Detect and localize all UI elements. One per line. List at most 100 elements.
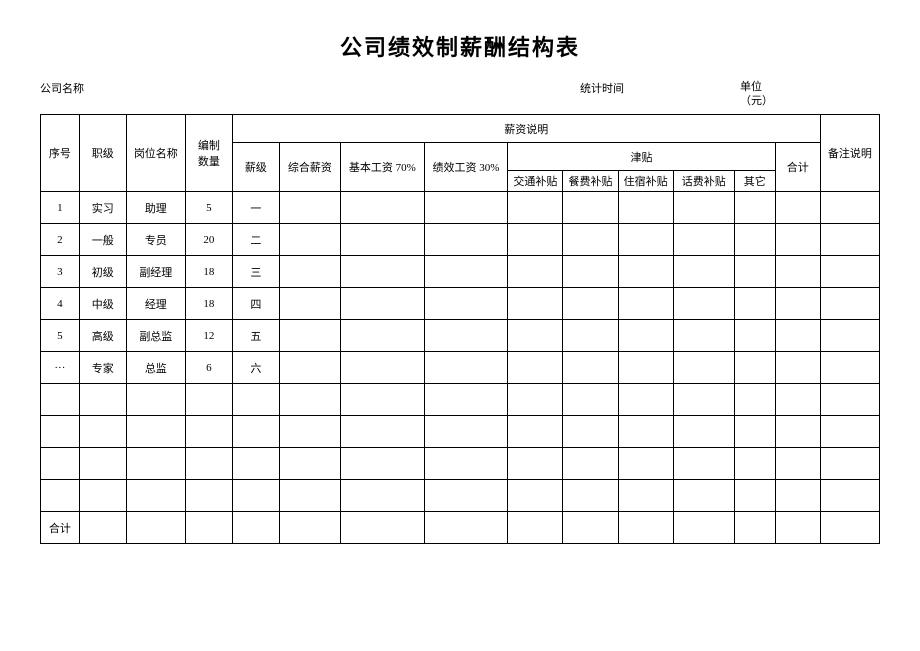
table-cell [279, 480, 340, 512]
table-cell [563, 480, 618, 512]
table-cell [734, 256, 775, 288]
table-cell [820, 512, 879, 544]
table-cell [341, 512, 425, 544]
table-cell [279, 416, 340, 448]
table-cell: 三 [232, 256, 279, 288]
table-cell: ··· [41, 352, 80, 384]
table-cell [232, 416, 279, 448]
hdr-base-salary: 基本工资 70% [341, 143, 425, 192]
table-cell: 一般 [79, 224, 126, 256]
hdr-allowance: 津贴 [508, 143, 775, 171]
table-cell [341, 480, 425, 512]
table-cell [563, 384, 618, 416]
hdr-meal: 餐费补贴 [563, 171, 618, 192]
table-cell [673, 352, 734, 384]
table-cell [775, 512, 820, 544]
hdr-comp-salary: 综合薪资 [279, 143, 340, 192]
table-cell [618, 384, 673, 416]
table-row: 4中级经理18四 [41, 288, 880, 320]
table-cell: 12 [185, 320, 232, 352]
table-cell [126, 512, 185, 544]
info-row: 公司名称 统计时间 单位 （元） [40, 80, 880, 104]
time-label: 统计时间 [580, 80, 624, 96]
table-cell [563, 288, 618, 320]
table-cell: 助理 [126, 192, 185, 224]
table-cell [41, 416, 80, 448]
table-cell [563, 192, 618, 224]
table-cell [734, 192, 775, 224]
table-cell [279, 224, 340, 256]
table-cell: 专员 [126, 224, 185, 256]
table-cell [775, 192, 820, 224]
table-cell: 20 [185, 224, 232, 256]
table-cell [618, 192, 673, 224]
table-cell [734, 288, 775, 320]
table-cell [563, 416, 618, 448]
table-cell [618, 320, 673, 352]
table-cell [508, 512, 563, 544]
table-cell [279, 512, 340, 544]
table-cell [618, 480, 673, 512]
hdr-traffic: 交通补贴 [508, 171, 563, 192]
salary-table: 序号 职级 岗位名称 编制 数量 薪资说明 备注说明 薪级 综合薪资 基本工资 … [40, 114, 880, 544]
table-cell [508, 384, 563, 416]
table-cell [618, 288, 673, 320]
table-cell [775, 416, 820, 448]
table-cell: 3 [41, 256, 80, 288]
table-cell [734, 480, 775, 512]
table-row [41, 384, 880, 416]
table-cell [341, 352, 425, 384]
table-cell [673, 320, 734, 352]
table-cell [279, 320, 340, 352]
table-cell [673, 384, 734, 416]
table-cell [185, 480, 232, 512]
table-cell [563, 352, 618, 384]
table-cell [424, 320, 508, 352]
table-cell [341, 288, 425, 320]
table-cell [341, 320, 425, 352]
table-cell [775, 288, 820, 320]
table-cell: 四 [232, 288, 279, 320]
table-cell: 高级 [79, 320, 126, 352]
hdr-position: 岗位名称 [126, 115, 185, 192]
unit-value: （元） [740, 95, 773, 107]
table-cell [734, 448, 775, 480]
table-cell [820, 384, 879, 416]
table-cell [79, 384, 126, 416]
table-cell [424, 416, 508, 448]
table-row: 3初级副经理18三 [41, 256, 880, 288]
table-cell [820, 416, 879, 448]
table-cell [126, 448, 185, 480]
table-cell [41, 384, 80, 416]
table-cell [734, 224, 775, 256]
table-cell [341, 448, 425, 480]
table-cell: 初级 [79, 256, 126, 288]
table-cell [734, 416, 775, 448]
hdr-count: 编制 数量 [185, 115, 232, 192]
table-cell [424, 512, 508, 544]
table-cell [185, 512, 232, 544]
table-cell: 六 [232, 352, 279, 384]
table-cell [618, 256, 673, 288]
table-cell [820, 192, 879, 224]
table-cell [232, 384, 279, 416]
table-cell [618, 512, 673, 544]
table-cell [508, 192, 563, 224]
table-cell: 一 [232, 192, 279, 224]
table-cell [185, 416, 232, 448]
table-cell: 中级 [79, 288, 126, 320]
hdr-total: 合计 [775, 143, 820, 192]
table-cell: 专家 [79, 352, 126, 384]
table-cell [126, 416, 185, 448]
table-cell [79, 416, 126, 448]
table-cell [341, 192, 425, 224]
table-row [41, 416, 880, 448]
table-cell [424, 352, 508, 384]
table-cell [673, 448, 734, 480]
table-cell [279, 384, 340, 416]
table-cell [734, 384, 775, 416]
table-cell [41, 448, 80, 480]
table-cell: 实习 [79, 192, 126, 224]
table-cell [279, 352, 340, 384]
table-cell [185, 384, 232, 416]
